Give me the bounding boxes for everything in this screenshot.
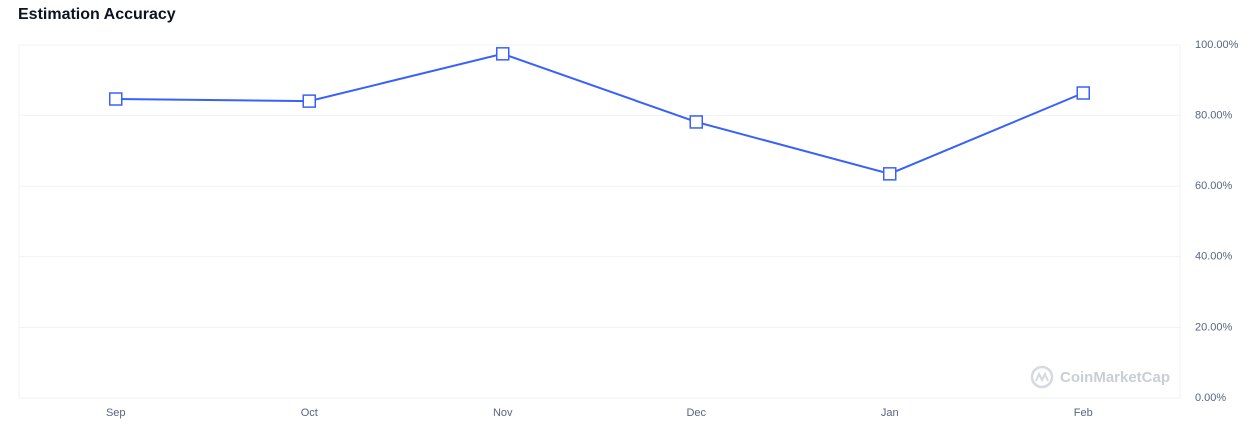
- y-tick-label: 0.00%: [1195, 392, 1226, 404]
- point: [109, 92, 123, 106]
- watermark-icon: [1030, 365, 1054, 389]
- y-tick-label: 100.00%: [1195, 39, 1239, 51]
- x-tick-label: Dec: [686, 407, 706, 419]
- point: [1076, 86, 1090, 100]
- plot-frame: [18, 44, 1181, 399]
- chart-title: Estimation Accuracy: [18, 6, 176, 23]
- line: [115, 52, 1084, 175]
- x-tick-label: Sep: [106, 407, 126, 419]
- y-tick-label: 40.00%: [1195, 251, 1233, 263]
- point: [689, 115, 703, 129]
- point: [496, 47, 510, 61]
- point: [883, 167, 897, 181]
- x-tick-label: Nov: [493, 407, 513, 419]
- watermark: CoinMarketCap: [1060, 369, 1170, 386]
- point: [302, 94, 316, 108]
- x-tick-label: Jan: [881, 407, 899, 419]
- y-tick-label: 20.00%: [1195, 321, 1233, 333]
- y-tick-label: 60.00%: [1195, 180, 1233, 192]
- y-tick-label: 80.00%: [1195, 110, 1233, 122]
- x-tick-label: Oct: [301, 407, 318, 419]
- x-tick-label: Feb: [1074, 407, 1093, 419]
